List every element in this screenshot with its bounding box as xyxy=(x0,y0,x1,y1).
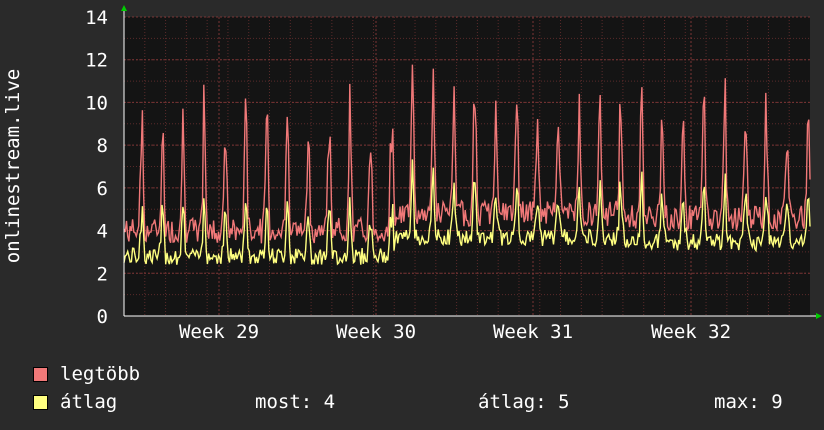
x-tick-label: Week 31 xyxy=(493,321,573,343)
y-axis-label: onlinestream.live xyxy=(2,69,24,263)
x-tick-label: Week 32 xyxy=(651,321,731,343)
y-tick-label: 4 xyxy=(97,221,108,243)
x-axis-arrow xyxy=(816,313,822,319)
y-tick-label: 0 xyxy=(97,306,108,328)
y-tick-label: 14 xyxy=(85,7,108,29)
x-tick-label: Week 29 xyxy=(179,321,259,343)
y-tick-label: 2 xyxy=(97,263,108,285)
y-tick-label: 10 xyxy=(85,92,108,114)
series-line-atlag xyxy=(123,159,811,266)
y-axis-arrow xyxy=(121,5,127,11)
y-tick-label: 12 xyxy=(85,50,108,72)
x-tick-label: Week 30 xyxy=(336,321,416,343)
y-tick-label: 8 xyxy=(97,135,108,157)
y-tick-label: 6 xyxy=(97,178,108,200)
series-line-legtobb xyxy=(123,64,811,244)
